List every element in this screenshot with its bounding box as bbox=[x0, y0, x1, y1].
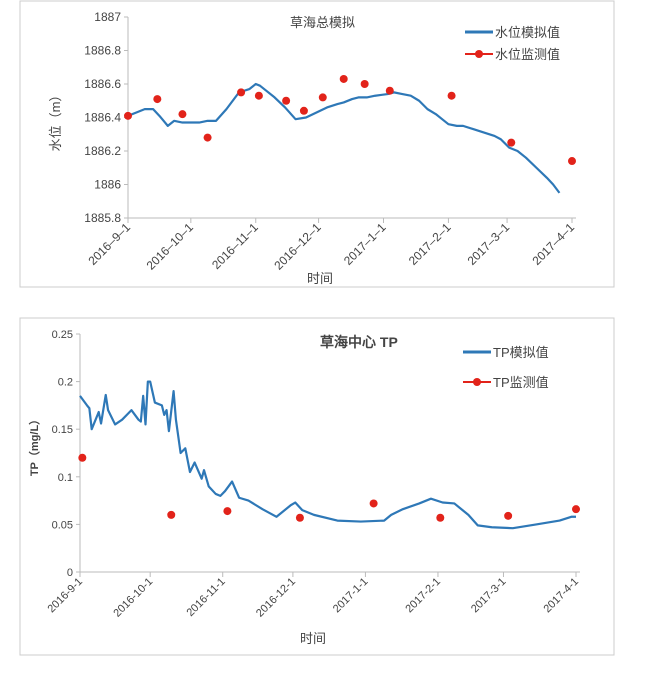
y-tick-label: 1886.2 bbox=[84, 144, 121, 158]
y-tick-label: 1886.8 bbox=[84, 44, 121, 58]
y-axis-label: 水位（m） bbox=[48, 89, 63, 152]
legend-label: TP模拟值 bbox=[493, 345, 549, 360]
y-tick-label: 0 bbox=[67, 567, 73, 579]
x-tick-label: 2017-4-1 bbox=[541, 576, 581, 616]
legend-marker-dot bbox=[473, 378, 481, 386]
y-tick-label: 1885.8 bbox=[84, 211, 121, 225]
y-tick-label: 0.15 bbox=[52, 424, 73, 436]
x-tick-label: 2017-1-1 bbox=[331, 576, 371, 616]
x-tick-label: 2016-9-1 bbox=[45, 576, 85, 616]
observed-point bbox=[153, 95, 162, 104]
observed-point bbox=[447, 91, 456, 100]
x-axis-label: 时间 bbox=[307, 271, 333, 286]
y-tick-label: 0.2 bbox=[58, 377, 73, 389]
observed-point bbox=[124, 111, 132, 120]
legend-marker-dot bbox=[475, 50, 483, 58]
observed-point bbox=[504, 511, 513, 520]
x-tick-label: 2016-10-1 bbox=[111, 576, 155, 620]
observed-point bbox=[254, 91, 263, 100]
observed-point bbox=[318, 93, 327, 102]
observed-point bbox=[282, 96, 291, 105]
observed-point bbox=[572, 505, 580, 514]
observed-point bbox=[568, 157, 576, 166]
y-tick-label: 0.25 bbox=[52, 329, 73, 341]
observed-point bbox=[178, 110, 187, 119]
observed-point bbox=[237, 88, 246, 97]
legend-label: TP监测值 bbox=[493, 375, 549, 390]
x-tick-label: 2016–11–1 bbox=[209, 220, 261, 272]
y-tick-label: 1886 bbox=[94, 178, 121, 192]
x-tick-label: 2017–3–1 bbox=[465, 220, 513, 268]
y-tick-label: 0.1 bbox=[58, 472, 73, 484]
x-tick-label: 2016–10–1 bbox=[144, 220, 197, 273]
x-tick-label: 2016–12–1 bbox=[271, 220, 324, 273]
legend-label: 水位监测值 bbox=[495, 47, 560, 62]
x-tick-label: 2017–1–1 bbox=[341, 220, 389, 268]
observed-point bbox=[295, 513, 304, 522]
observed-point bbox=[436, 513, 445, 522]
x-tick-label: 2016-12-1 bbox=[254, 576, 298, 620]
simulated-line bbox=[79, 380, 576, 530]
observed-point bbox=[167, 510, 176, 519]
x-tick-label: 2017–2–1 bbox=[406, 220, 454, 268]
y-tick-label: 1887 bbox=[94, 10, 121, 24]
x-tick-label: 2017-2-1 bbox=[403, 576, 443, 616]
y-axis-label: TP（mg/L） bbox=[28, 414, 41, 476]
observed-point bbox=[299, 106, 308, 115]
observed-point bbox=[507, 138, 516, 147]
y-tick-label: 1886.4 bbox=[84, 111, 121, 125]
observed-point bbox=[360, 80, 369, 88]
observed-point bbox=[223, 507, 232, 516]
simulated-line bbox=[127, 82, 561, 194]
y-tick-label: 0.05 bbox=[52, 519, 73, 531]
x-tick-label: 2016-11-1 bbox=[184, 576, 227, 619]
observed-point bbox=[78, 453, 87, 462]
observed-point bbox=[385, 86, 394, 95]
y-tick-label: 1886.6 bbox=[84, 77, 121, 91]
chart-title: 草海总模拟 bbox=[290, 15, 355, 30]
legend-label: 水位模拟值 bbox=[495, 25, 560, 40]
chart-frame-water-level bbox=[19, 0, 615, 288]
chart-title: 草海中心 TP bbox=[320, 334, 398, 350]
observed-point bbox=[203, 133, 212, 142]
chart-frame-tp bbox=[19, 317, 615, 656]
observed-point bbox=[339, 74, 348, 83]
x-tick-label: 2017-3-1 bbox=[469, 576, 509, 616]
observed-point bbox=[369, 499, 378, 508]
x-tick-label: 2017–4–1 bbox=[529, 220, 577, 268]
x-axis-label: 时间 bbox=[300, 631, 326, 646]
x-tick-label: 2016–9–1 bbox=[85, 220, 133, 268]
